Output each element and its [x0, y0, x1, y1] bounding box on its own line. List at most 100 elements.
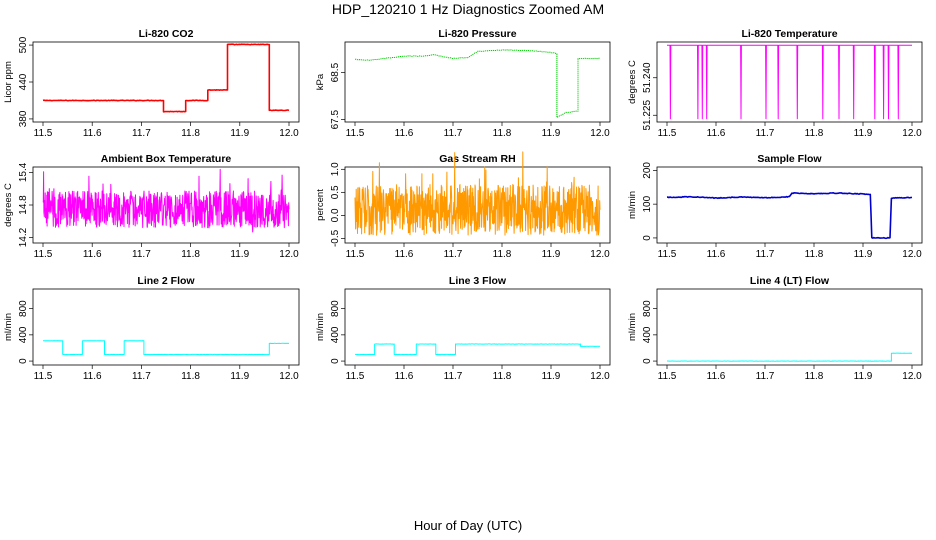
- panel-ambient-box-temperature-series-line: [42, 168, 290, 233]
- panel-ambient-box-temperature-title: Ambient Box Temperature: [101, 153, 232, 165]
- panel-gas-stream-rh-ytick-label: -0.5: [330, 229, 341, 247]
- panel-ambient-box-temperature-xtick-label: 11.5: [34, 249, 53, 260]
- panel-line-4-lt-flow-series-line: [667, 352, 913, 362]
- panel-sample-flow-ylabel: ml/min: [627, 191, 638, 219]
- panel-li-820-pressure-xtick-label: 11.5: [346, 128, 365, 139]
- panel-gas-stream-rh-xtick-label: 11.5: [346, 249, 365, 260]
- panel-line-2-flow-ytick-label: 400: [18, 326, 29, 343]
- panel-li-820-temperature-series-line: [667, 44, 912, 120]
- panel-line-3-flow-ylabel: ml/min: [315, 313, 326, 341]
- panel-ambient-box-temperature-xtick-label: 11.6: [83, 249, 102, 260]
- panel-ambient-box-temperature-ytick-label: 14.2: [18, 227, 29, 247]
- panel-line-3-flow-ytick-label: 400: [330, 326, 341, 343]
- panel-li-820-co2-frame: [32, 41, 300, 123]
- panel-li-820-co2-ylabel: Licor ppm: [3, 61, 14, 103]
- panel-li-820-co2-xtick-label: 11.6: [83, 128, 102, 139]
- panel-sample-flow-xtick-label: 11.8: [805, 249, 824, 260]
- panel-ambient-box-temperature-xtick-label: 11.8: [181, 249, 200, 260]
- panel-line-2-flow-xtick-label: 11.9: [230, 371, 249, 382]
- panel-gas-stream-rh-xtick-label: 11.6: [395, 249, 414, 260]
- panel-line-4-lt-flow-ytick-label: 0: [642, 358, 653, 364]
- panel-li-820-pressure-title: Li-820 Pressure: [438, 28, 516, 40]
- panel-gas-stream-rh-xtick-label: 11.8: [493, 249, 512, 260]
- panel-gas-stream-rh-xtick-label: 12.0: [590, 249, 610, 260]
- panel-li-820-co2-ytick-label: 440: [18, 73, 29, 90]
- panel-line-2-flow-xtick-label: 11.5: [34, 371, 53, 382]
- panel-li-820-co2-title: Li-820 CO2: [139, 28, 194, 40]
- panel-gas-stream-rh-xtick-label: 11.7: [444, 249, 463, 260]
- panel-line-4-lt-flow-ytick-label: 400: [642, 326, 653, 343]
- panel-li-820-pressure-xtick-label: 11.8: [493, 128, 512, 139]
- panel-line-2-flow-xtick-label: 11.7: [132, 371, 151, 382]
- panel-li-820-pressure-frame: [344, 41, 611, 123]
- panel-line-4-lt-flow-xtick-label: 12.0: [902, 371, 922, 382]
- panel-line-3-flow-xtick-label: 11.5: [346, 371, 365, 382]
- panel-line-3-flow-xtick-label: 12.0: [590, 371, 610, 382]
- panel-li-820-temperature-xtick-label: 11.9: [854, 128, 873, 139]
- panel-sample-flow-ytick-label: 100: [642, 195, 653, 212]
- panel-gas-stream-rh-frame: [344, 166, 611, 244]
- panel-li-820-pressure-xtick-label: 12.0: [590, 128, 610, 139]
- panel-line-4-lt-flow-xtick-label: 11.7: [756, 371, 775, 382]
- panel-line-2-flow-ytick-label: 0: [18, 358, 29, 364]
- panel-line-3-flow-xtick-label: 11.7: [444, 371, 463, 382]
- panel-ambient-box-temperature-xtick-label: 11.9: [230, 249, 249, 260]
- panel-li-820-temperature-xtick-label: 11.6: [707, 128, 726, 139]
- panel-sample-flow-series-line: [666, 192, 913, 240]
- panel-li-820-co2-xtick-label: 11.7: [132, 128, 151, 139]
- panel-sample-flow-xtick-label: 11.9: [854, 249, 873, 260]
- panel-li-820-temperature-frame: [656, 41, 923, 123]
- panel-sample-flow-xtick-label: 11.5: [658, 249, 677, 260]
- panel-li-820-co2-xtick-label: 11.9: [230, 128, 249, 139]
- panel-line-3-flow-xtick-label: 11.9: [542, 371, 561, 382]
- panel-li-820-co2-xtick-label: 11.8: [181, 128, 200, 139]
- panel-li-820-temperature-title: Li-820 Temperature: [741, 28, 837, 40]
- panel-line-2-flow-title: Line 2 Flow: [137, 275, 195, 287]
- panel-li-820-pressure-ylabel: kPa: [315, 73, 326, 90]
- panel-gas-stream-rh-series-line: [354, 151, 601, 236]
- panel-li-820-temperature-ytick-label: 51.240: [642, 62, 653, 93]
- panel-line-3-flow-xtick-label: 11.8: [493, 371, 512, 382]
- panel-line-2-flow-xtick-label: 12.0: [279, 371, 299, 382]
- panel-ambient-box-temperature-ylabel: degrees C: [3, 183, 14, 227]
- panel-line-3-flow-frame: [344, 288, 611, 366]
- panel-sample-flow-xtick-label: 11.6: [707, 249, 726, 260]
- panel-ambient-box-temperature-xtick-label: 11.7: [132, 249, 151, 260]
- panel-li-820-pressure-xtick-label: 11.9: [542, 128, 561, 139]
- panel-line-2-flow-ylabel: ml/min: [3, 313, 14, 341]
- panel-li-820-pressure-xtick-label: 11.6: [395, 128, 414, 139]
- panel-li-820-co2-ytick-label: 380: [18, 110, 29, 127]
- panel-line-3-flow-ytick-label: 0: [330, 358, 341, 364]
- panel-ambient-box-temperature-xtick-label: 12.0: [279, 249, 299, 260]
- panel-li-820-co2-series-line: [42, 43, 290, 113]
- panel-li-820-temperature-xtick-label: 12.0: [902, 128, 922, 139]
- x-axis-title: Hour of Day (UTC): [413, 518, 523, 533]
- panel-li-820-temperature-ylabel: degrees C: [627, 60, 638, 104]
- panel-line-4-lt-flow-xtick-label: 11.6: [707, 371, 726, 382]
- panel-line-2-flow-ytick-label: 800: [18, 300, 29, 317]
- panel-line-2-flow-series-line: [43, 340, 289, 356]
- figure-title: HDP_120210 1 Hz Diagnostics Zoomed AM: [331, 1, 605, 17]
- panel-line-3-flow-ytick-label: 800: [330, 300, 341, 317]
- panel-gas-stream-rh-xtick-label: 11.9: [542, 249, 561, 260]
- panel-gas-stream-rh-ylabel: percent: [315, 189, 326, 221]
- panel-gas-stream-rh-ytick-label: 1.0: [330, 162, 341, 176]
- panel-line-4-lt-flow-ytick-label: 800: [642, 300, 653, 317]
- panel-line-4-lt-flow-xtick-label: 11.5: [658, 371, 677, 382]
- panel-line-3-flow-xtick-label: 11.6: [395, 371, 414, 382]
- panel-li-820-pressure-xtick-label: 11.7: [444, 128, 463, 139]
- panel-li-820-temperature-xtick-label: 11.8: [805, 128, 824, 139]
- panel-li-820-pressure-ytick-label: 67.5: [330, 109, 341, 129]
- panel-li-820-temperature-xtick-label: 11.7: [756, 128, 775, 139]
- panel-line-4-lt-flow-ylabel: ml/min: [627, 313, 638, 341]
- panel-ambient-box-temperature-ytick-label: 15.4: [18, 162, 29, 182]
- panel-sample-flow-title: Sample Flow: [757, 153, 822, 165]
- panel-sample-flow-xtick-label: 12.0: [902, 249, 922, 260]
- panel-gas-stream-rh-ytick-label: 0.5: [330, 185, 341, 199]
- panel-ambient-box-temperature-ytick-label: 14.8: [18, 195, 29, 215]
- panel-line-2-flow-xtick-label: 11.6: [83, 371, 102, 382]
- panel-li-820-temperature-ytick-label: 51.225: [642, 100, 653, 131]
- panel-line-4-lt-flow-xtick-label: 11.8: [805, 371, 824, 382]
- panel-line-3-flow-title: Line 3 Flow: [449, 275, 507, 287]
